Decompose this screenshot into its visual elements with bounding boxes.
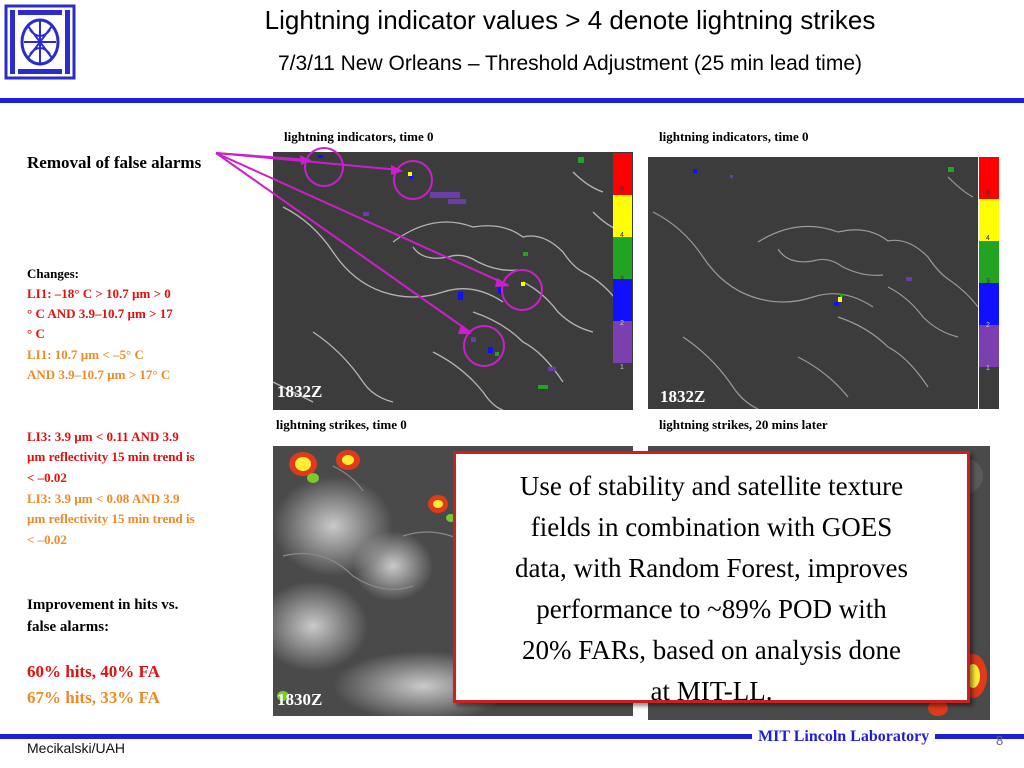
li3-old-line-c: < –0.02 [27, 470, 67, 485]
li3-old-line-b: µm reflectivity 15 min trend is [27, 449, 195, 464]
caption-bottom-left: lightning strikes, time 0 [276, 417, 407, 432]
improvement-label-a: Improvement in hits vs. [27, 597, 179, 613]
colorbar-swatch [979, 367, 999, 409]
caption-bottom-right: lightning strikes, 20 mins later [659, 417, 828, 432]
colorbar-tick: 3 [620, 276, 624, 283]
li1-old-line-c: ° C [27, 326, 45, 341]
callout-line: at MIT-LL. [650, 676, 773, 706]
lightning-indicator-map-right [648, 157, 978, 409]
footer-author: Mecikalski/UAH [27, 740, 126, 756]
callout-line: data, with Random Forest, improves [515, 553, 908, 583]
callout-line: Use of stability and satellite texture [519, 471, 904, 501]
colorbar-swatch [613, 363, 632, 409]
colorbar-swatch [613, 237, 632, 279]
colorbar-swatch [979, 241, 999, 283]
colorbar-tick: 4 [986, 235, 990, 242]
colorbar-tick: 2 [620, 320, 624, 327]
colorbar-swatch [613, 279, 632, 321]
timestamp-top-right: 1832Z [660, 387, 706, 406]
colorbar-swatch [979, 157, 999, 199]
summary-callout: Use of stability and satellite texture f… [453, 451, 970, 706]
page-number: 8 [996, 733, 1004, 748]
header-divider [0, 98, 1024, 103]
li3-new-line-c: < –0.02 [27, 532, 67, 547]
colorbar-tick: 3 [986, 278, 990, 285]
callout-line: fields in combination with GOES [530, 512, 893, 542]
result-new: 67% hits, 33% FA [27, 688, 160, 707]
result-old: 60% hits, 40% FA [27, 662, 160, 681]
colorbar-swatch [979, 199, 999, 241]
li3-new-line-a: LI3: 3.9 µm < 0.08 AND 3.9 [27, 491, 180, 506]
colorbar-swatch [979, 283, 999, 325]
improvement-label-b: false alarms: [27, 619, 110, 635]
colorbar-swatch [613, 321, 632, 363]
changes-label: Changes: [27, 266, 80, 281]
colorbar-tick: 2 [986, 322, 990, 329]
colorbar-tick: 1 [620, 364, 624, 371]
callout-line: 20% FARs, based on analysis done [522, 635, 901, 665]
timestamp-top-left: 1832Z [277, 382, 323, 401]
logo [4, 4, 76, 80]
callout-line: performance to ~89% POD with [536, 594, 887, 624]
li1-new-line-b: AND 3.9–10.7 µm > 17° C [27, 367, 171, 382]
colorbar-swatch [979, 325, 999, 367]
colorbar-tick: 4 [620, 232, 624, 239]
footer-lab: MIT Lincoln Laboratory [752, 728, 936, 746]
li3-new-line-b: µm reflectivity 15 min trend is [27, 511, 195, 526]
timestamp-bottom-left: 1830Z [277, 690, 323, 709]
colorbar-swatch [613, 153, 632, 195]
footer-divider [0, 734, 1024, 739]
caption-top-left: lightning indicators, time 0 [284, 129, 434, 144]
colorbar-left [613, 153, 632, 409]
colorbar-tick: 6 [620, 186, 624, 193]
colorbar-right [979, 157, 999, 409]
caption-top-right: lightning indicators, time 0 [659, 129, 809, 144]
colorbar-tick: 1 [986, 365, 990, 372]
lightning-indicator-map-left [273, 152, 633, 410]
li1-old-line-b: ° C AND 3.9–10.7 µm > 17 [27, 306, 173, 321]
li1-old-line-a: LI1: –18° C > 10.7 µm > 0 [27, 286, 171, 301]
heading-removal-false-alarms: Removal of false alarms [27, 153, 202, 172]
li1-new-line-a: LI1: 10.7 µm < –5° C [27, 347, 144, 362]
colorbar-tick: 6 [986, 190, 990, 197]
li3-old-line-a: LI3: 3.9 µm < 0.11 AND 3.9 [27, 429, 179, 444]
slide-subtitle: 7/3/11 New Orleans – Threshold Adjustmen… [277, 52, 862, 75]
slide-title: Lightning indicator values > 4 denote li… [264, 5, 876, 35]
colorbar-swatch [613, 195, 632, 237]
